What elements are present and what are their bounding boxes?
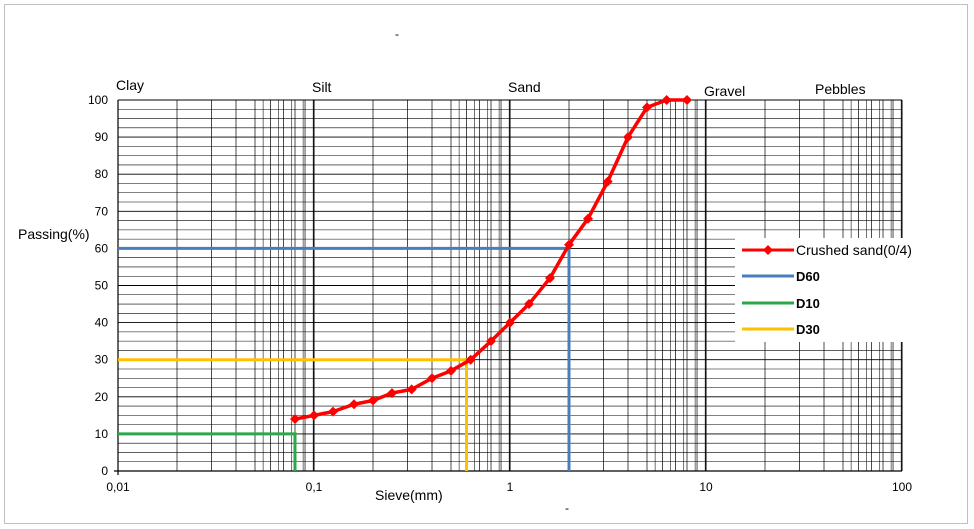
legend-label: D10: [796, 296, 820, 311]
x-tick-label: 0,1: [306, 480, 323, 494]
data-point: [406, 384, 417, 395]
y-tick-label: 10: [95, 427, 109, 441]
data-point: [661, 95, 672, 105]
x-tick-label: 10: [699, 480, 713, 494]
y-axis-label: Passing(%): [18, 226, 90, 242]
soil-class-label: Sand: [508, 79, 541, 95]
data-point: [309, 410, 319, 421]
y-tick-label: 0: [101, 464, 108, 478]
x-axis-label: Sieve(mm): [375, 487, 443, 503]
data-point: [564, 239, 575, 250]
soil-class-label: Gravel: [704, 83, 745, 99]
soil-class-labels: Clay Silt Sand Gravel Pebbles: [116, 77, 866, 99]
soil-class-label: Silt: [312, 79, 332, 95]
data-point: [486, 336, 497, 347]
data-point: [465, 354, 476, 365]
legend-label: Crushed sand(0/4): [796, 242, 912, 258]
data-point: [602, 176, 613, 187]
x-tick-label: 0,01: [106, 480, 130, 494]
page-mark-top: -: [395, 27, 399, 41]
page-mark-bottom: -: [565, 501, 569, 515]
grading-curve: [290, 95, 693, 425]
legend-label: D60: [796, 269, 820, 284]
data-point: [505, 317, 515, 328]
soil-class-label: Pebbles: [815, 81, 866, 97]
data-point: [427, 373, 438, 384]
x-tick-labels: 0,01 0,1 1 10 100: [106, 480, 912, 494]
data-point: [290, 414, 301, 425]
data-point: [545, 273, 556, 284]
y-tick-label: 100: [88, 93, 108, 107]
data-point: [445, 365, 456, 376]
x-tick-label: 1: [507, 480, 514, 494]
data-point: [623, 132, 634, 143]
legend-box: [735, 238, 947, 342]
y-tick-label: 30: [95, 353, 109, 367]
reference-line-d10: [118, 432, 297, 471]
y-tick-label: 90: [95, 130, 109, 144]
y-tick-label: 80: [95, 167, 109, 181]
data-point: [368, 395, 379, 406]
y-tick-label: 50: [95, 279, 109, 293]
legend-label: D30: [796, 322, 820, 337]
data-point: [349, 399, 360, 410]
data-point: [641, 102, 652, 113]
data-point: [327, 406, 338, 417]
legend: Crushed sand(0/4) D60 D10 D30: [735, 238, 947, 342]
grid: [114, 99, 903, 475]
y-tick-labels: 0 10 20 30 40 50 60 70 80 90 100: [88, 93, 108, 478]
data-point: [523, 299, 534, 310]
x-tick-label: 100: [892, 480, 912, 494]
data-point: [582, 213, 593, 224]
legend-marker: [763, 245, 773, 255]
data-point: [682, 95, 693, 105]
y-tick-label: 40: [95, 316, 109, 330]
y-tick-label: 70: [95, 204, 109, 218]
y-tick-label: 20: [95, 390, 109, 404]
data-point: [386, 388, 397, 399]
soil-class-label: Clay: [116, 77, 144, 93]
y-tick-label: 60: [95, 241, 109, 255]
